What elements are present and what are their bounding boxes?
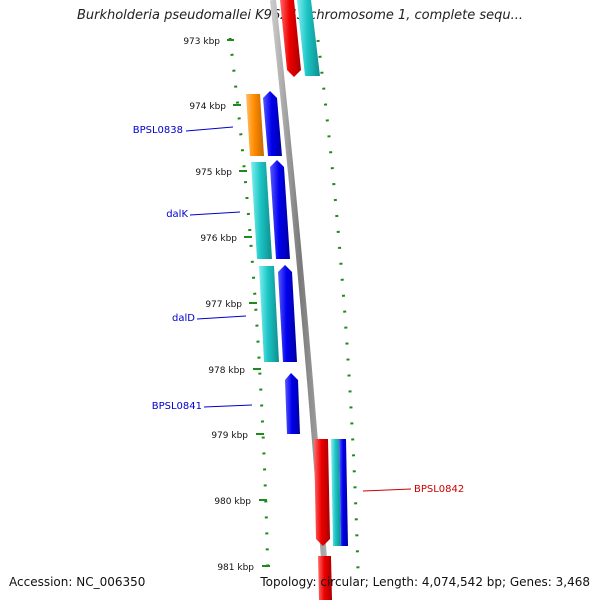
gene-dald-block[interactable] [259, 266, 279, 362]
gene-bpsl0842-red-block[interactable] [314, 439, 330, 546]
genome-summary-text: Topology: circular; Length: 4,074,542 bp… [260, 575, 590, 589]
gene-label-bpsl0838[interactable]: BPSL0838 [133, 125, 183, 136]
accession-text: Accession: NC_006350 [9, 575, 146, 589]
ruler-label: 977 kbp [205, 300, 242, 310]
gene-bottom-red-block[interactable] [318, 556, 332, 600]
ruler-label: 976 kbp [200, 234, 237, 244]
gene-top-red-block[interactable] [280, 0, 301, 77]
gene-bpsl0842-cyan-block[interactable] [331, 439, 341, 546]
gene-bpsl0838-block[interactable] [246, 94, 264, 156]
gene-bpsl0842-blue-block[interactable] [339, 439, 348, 546]
gene-dald-arrow[interactable] [278, 265, 297, 362]
ruler-label: 980 kbp [214, 497, 251, 507]
leader-dald [196, 315, 247, 320]
ruler-ticks [227, 39, 270, 567]
ruler-label: 978 kbp [208, 366, 245, 376]
leader-bpsl0842 [362, 488, 412, 492]
ruler-label: 974 kbp [189, 102, 226, 112]
ruler-label: 973 kbp [183, 37, 220, 47]
ruler-label: 975 kbp [195, 168, 232, 178]
ruler-label: 979 kbp [211, 431, 248, 441]
gene-bpsl0841-arrow[interactable] [285, 373, 300, 434]
gene-label-bpsl0841[interactable]: BPSL0841 [152, 401, 202, 412]
gene-label-dald[interactable]: dalD [172, 313, 195, 324]
ruler-label: 981 kbp [217, 563, 254, 573]
gene-dalk-arrow[interactable] [270, 160, 290, 259]
gene-top-cyan-block[interactable] [297, 0, 320, 76]
gene-bpsl0838-arrow[interactable] [263, 91, 282, 156]
gene-label-dalk[interactable]: dalK [166, 209, 188, 220]
gene-label-bpsl0842[interactable]: BPSL0842 [414, 484, 464, 495]
gene-dalk-block[interactable] [251, 162, 272, 259]
leader-dalk [189, 211, 241, 216]
leader-bpsl0841 [203, 404, 253, 408]
leader-bpsl0838 [185, 126, 234, 132]
